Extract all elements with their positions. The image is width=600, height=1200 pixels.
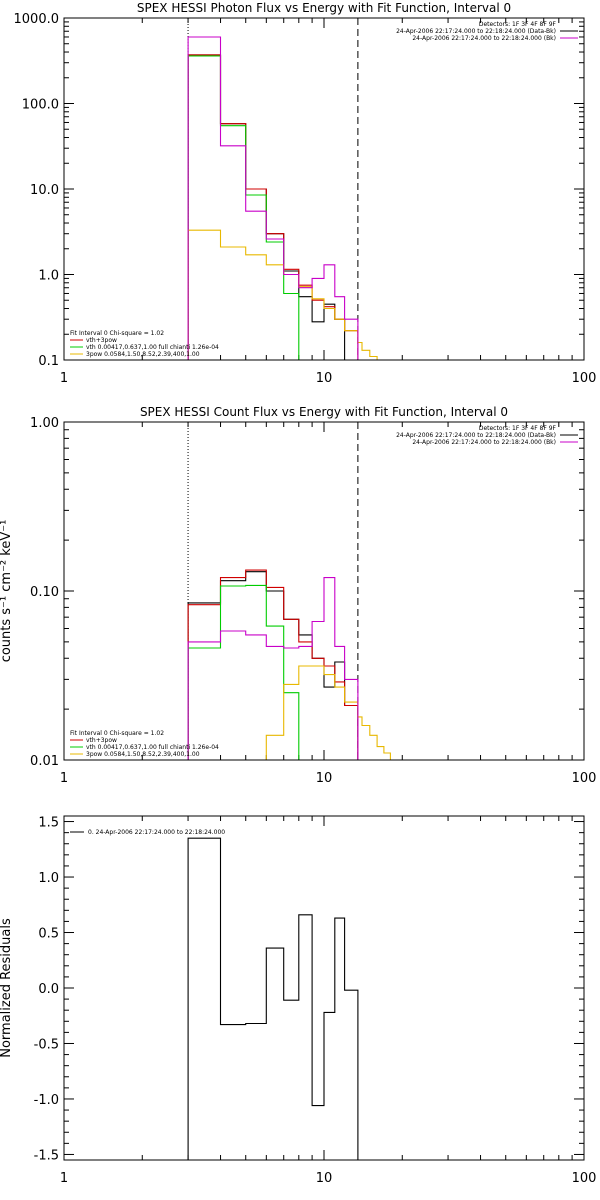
legend-entry: Fit Interval 0 Chi-square = 1.02 [70,730,164,737]
series-line-vth [187,55,300,360]
y-axis-label: Normalized Residuals [0,918,14,1058]
chart-title: SPEX HESSI Photon Flux vs Energy with Fi… [137,1,511,15]
y-tick-label: 0.10 [30,585,59,600]
x-tick-label: 10 [316,771,333,786]
plot-frame [63,17,585,361]
x-tick-label: 1 [60,1171,68,1186]
y-tick-label: 10.0 [30,183,59,198]
series-line-data-bk [187,54,358,360]
x-tick-label: 1 [60,371,68,386]
series-line-bk [187,577,359,760]
legend-entry: 3pow 0.0584,1.50,8.52,2.39,400,1.00 [86,751,200,758]
y-tick-label: 100.0 [22,98,59,113]
y-tick-label: -1.5 [34,1148,59,1163]
y-tick-label: 1.00 [30,416,59,431]
chart-panel-2: SPEX HESSI Count Flux vs Energy with Fit… [0,405,596,786]
x-tick-label: 10 [316,371,333,386]
y-tick-label: -1.0 [34,1093,59,1108]
y-tick-label: 1.5 [38,816,59,831]
series-line-0-24-apr-2006-22-17-24-000-to-22-18-24-000 [187,837,359,1160]
y-axis-label: counts s⁻¹ cm⁻² keV⁻¹ [0,520,14,663]
y-tick-label: 1.0 [38,871,59,886]
y-tick-label: 1000.0 [14,12,60,27]
series-line-vth-3pow [187,54,359,360]
header-line: 24-Apr-2006 22:17:24.000 to 22:18:24.000… [396,28,556,35]
series-line-3pow [187,229,391,360]
header-line: Detectors: 1F 3F 4F 8F 9F [479,21,557,28]
chart-title: SPEX HESSI Count Flux vs Energy with Fit… [140,405,508,419]
plot-frame [63,815,585,1161]
x-tick-label: 10 [316,1171,333,1186]
series-line-bk [187,36,359,360]
series-group [187,569,391,760]
header-line: 24-Apr-2006 22:17:24.000 to 22:18:24.000… [412,35,556,42]
legend-entry: vth+3pow [86,737,117,744]
x-tick-label: 100 [572,371,597,386]
legend-entry: vth 0.00417,0.637,1.00 full chianti 1.26… [86,344,219,351]
legend-entry: Fit Interval 0 Chi-square = 1.02 [70,330,164,337]
header-line: 0. 24-Apr-2006 22:17:24.000 to 22:18:24.… [88,829,225,836]
header-line: 24-Apr-2006 22:17:24.000 to 22:18:24.000… [412,439,556,446]
x-tick-label: 100 [572,771,597,786]
series-group [187,837,359,1160]
chart-panel-3: 1 10 100 -1.5 -1.0 -0.5 0.0 0.5 1.0 1.5 Normalized… [0,815,597,1186]
y-tick-label: 0.01 [30,754,59,769]
header-line: 24-Apr-2006 22:17:24.000 to 22:18:24.000… [396,432,556,439]
series-line-vth-3pow [187,569,359,760]
y-tick-label: -0.5 [34,1037,59,1052]
series-line-3pow [188,665,391,760]
x-tick-label: 1 [60,771,68,786]
legend-entry: vth+3pow [86,337,117,344]
y-tick-label: 0.5 [38,927,59,942]
y-tick-label: 1.0 [38,269,59,284]
chart-panel-1: SPEX HESSI Photon Flux vs Energy with Fi… [14,1,597,386]
plot-frame [63,421,585,761]
legend-entry: 3pow 0.0584,1.50,8.52,2.39,400,1.00 [86,351,200,358]
legend-entry: vth 0.00417,0.637,1.00 full chianti 1.26… [86,744,219,751]
header-line: Detectors: 1F 3F 4F 8F 9F [479,425,557,432]
y-tick-label: 0.1 [38,354,59,369]
x-tick-label: 100 [572,1171,597,1186]
y-tick-label: 0.0 [38,982,59,997]
series-line-vth [187,584,300,760]
series-group [187,36,391,360]
